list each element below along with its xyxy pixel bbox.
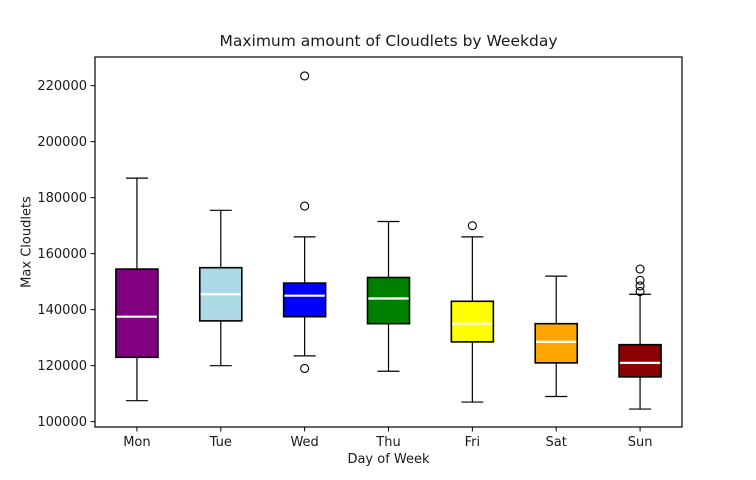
y-tick-label: 200000 [37,135,87,150]
x-tick-label: Mon [123,435,150,450]
box-sat [534,322,579,364]
box-thu [366,276,411,325]
chart-title: Maximum amount of Cloudlets by Weekday [219,32,558,50]
y-tick-label: 140000 [37,303,87,318]
x-tick-label: Thu [375,435,400,450]
plot-frame [94,56,683,428]
y-tick-label: 220000 [37,79,87,94]
outlier-wed [300,71,310,81]
outlier-sun [635,281,645,291]
box-sun [618,343,662,378]
x-tick-label: Sat [546,435,567,450]
y-tick-label: 120000 [37,359,87,374]
x-tick-label: Sun [628,435,653,450]
box-fri [450,300,495,343]
box-mon [115,268,159,359]
x-tick-label: Fri [465,435,481,450]
outlier-sun [635,286,645,297]
y-tick-label: 180000 [37,191,87,206]
outlier-fri [467,221,477,231]
outlier-wed [300,363,310,374]
outlier-sun [635,275,645,285]
x-tick-label: Tue [209,435,232,450]
outlier-wed [300,201,310,211]
y-tick-label: 160000 [37,247,87,262]
x-tick-label: Wed [290,435,318,450]
y-tick-label: 100000 [37,415,87,430]
x-axis-label: Day of Week [347,452,430,467]
outlier-sun [635,264,645,274]
box-wed [282,282,327,318]
